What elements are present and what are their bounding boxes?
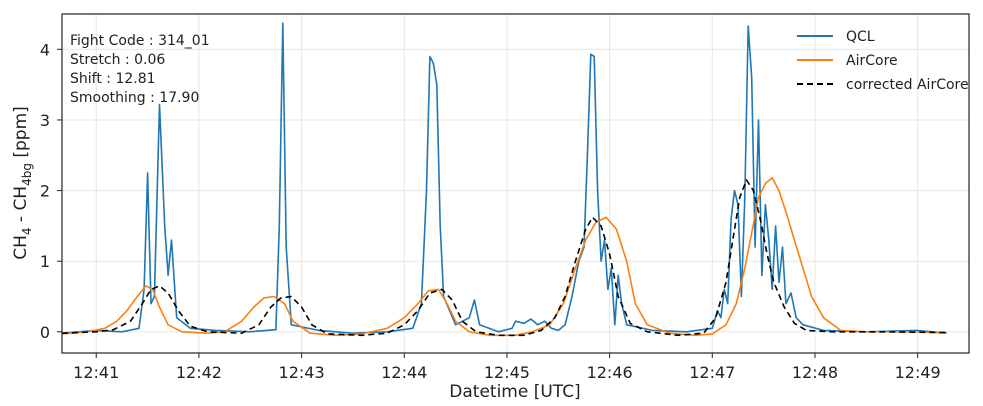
series-layer [61,22,947,337]
x-tick-label: 12:49 [895,363,941,382]
grid [62,14,969,353]
annotation-smoothing: Smoothing : 17.90 [70,90,199,106]
legend-label-aircore: AirCore [846,53,898,69]
x-tick-label: 12:47 [689,363,735,382]
y-ticks: 0 1 2 3 4 [40,40,62,342]
series-line-aircore [61,177,947,337]
annotation-stretch: Stretch : 0.06 [70,52,165,68]
y-axis-label: CH4 - CH4bg [ppm] [11,106,34,260]
x-tick-label: 12:42 [176,363,222,382]
y-tick-label: 3 [40,111,50,130]
x-axis-label: Datetime [UTC] [449,382,580,402]
x-tick-label: 12:48 [792,363,838,382]
legend-label-qcl: QCL [846,29,875,45]
y-tick-label: 1 [40,252,50,271]
series-line-corrected-aircore [61,179,947,337]
x-tick-label: 12:45 [484,363,530,382]
y-tick-label: 0 [40,323,50,342]
annotation-flight-code: Fight Code : 314_01 [70,33,210,49]
plot-frame [61,13,970,354]
y-tick-label: 2 [40,182,50,201]
legend-label-corrected-aircore: corrected AirCore [846,77,969,93]
annotation-shift: Shift : 12.81 [70,71,156,87]
x-ticks: 12:41 12:42 12:43 12:44 12:45 12:46 12:47 12:48… [73,353,941,382]
y-tick-label: 4 [40,40,50,59]
legend: QCL AirCore corrected AirCore [797,29,969,93]
series-line-qcl [61,22,947,334]
x-tick-label: 12:46 [587,363,633,382]
x-tick-label: 12:43 [279,363,325,382]
annotation-block: Fight Code : 314_01 Stretch : 0.06 Shift… [70,33,210,106]
x-tick-label: 12:44 [381,363,427,382]
x-tick-label: 12:41 [73,363,119,382]
